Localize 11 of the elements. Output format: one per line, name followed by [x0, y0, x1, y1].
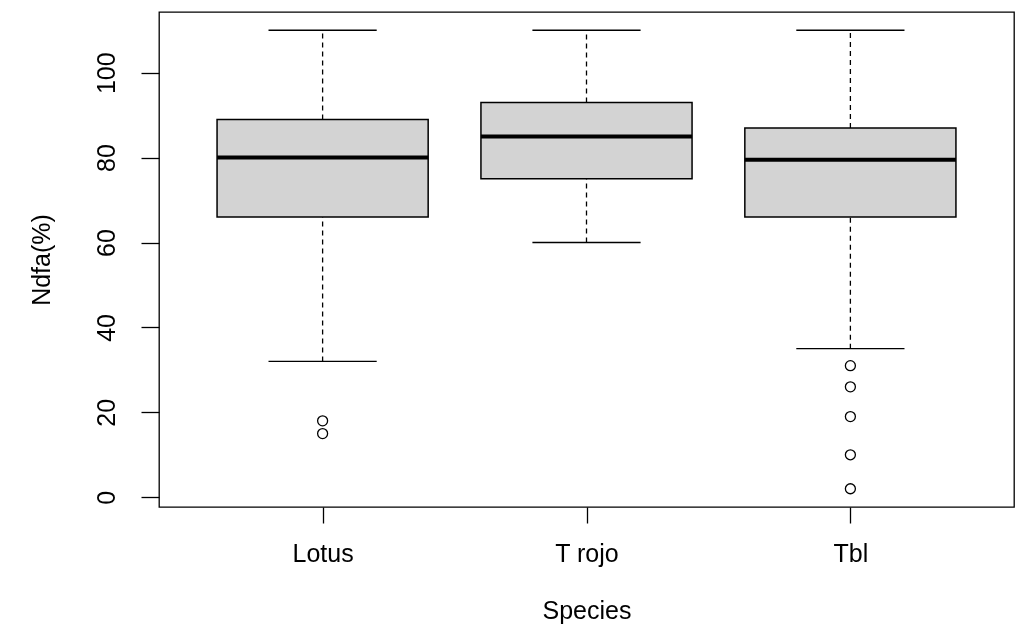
x-tick-label: T rojo [555, 538, 619, 567]
y-tick-label: 60 [91, 229, 120, 257]
y-tick-label: 40 [91, 314, 120, 342]
x-axis-title: Species [542, 595, 632, 624]
y-tick-label: 80 [91, 144, 120, 173]
y-tick-label: 20 [91, 398, 120, 427]
x-tick-label: Lotus [292, 538, 354, 567]
y-axis-title: Ndfa(%) [26, 214, 55, 306]
y-tick-label: 0 [91, 490, 120, 505]
x-tick-label: Tbl [833, 538, 869, 567]
y-tick-label: 100 [91, 52, 120, 95]
